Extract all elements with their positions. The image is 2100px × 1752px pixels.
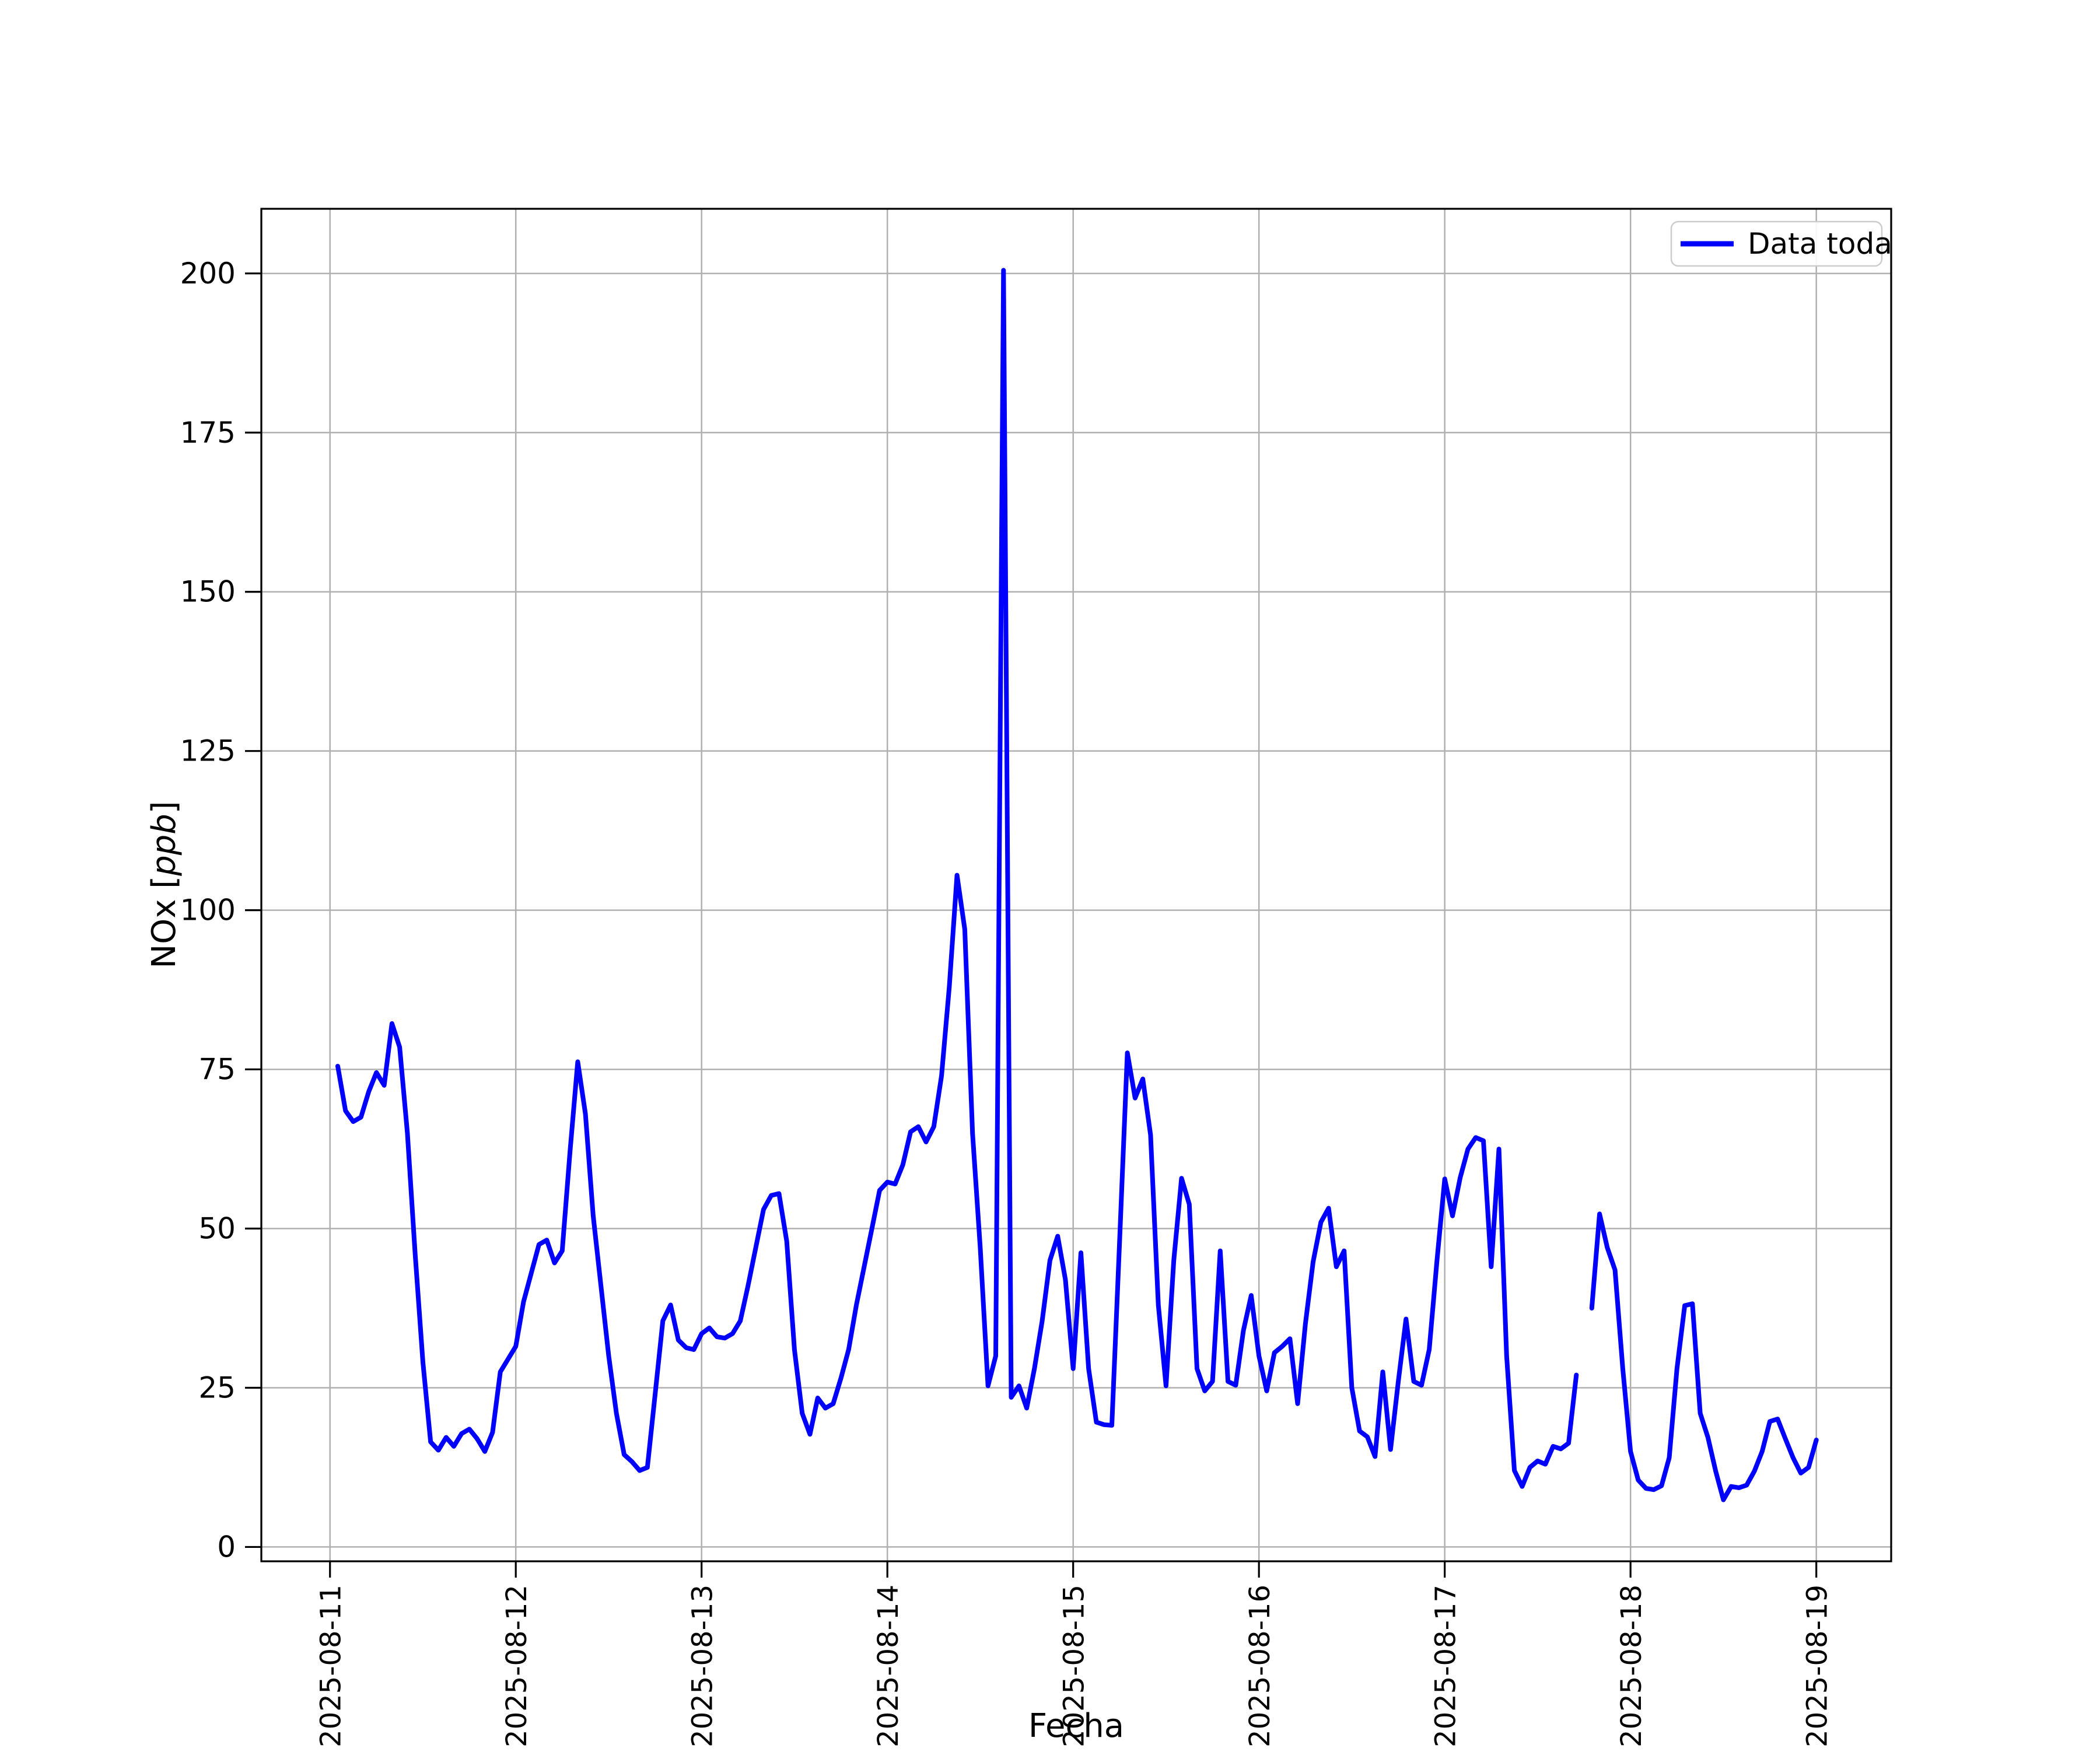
y-tick-label: 175 <box>180 416 236 450</box>
y-tick-label: 100 <box>180 893 236 927</box>
y-axis-label-suffix: ] <box>145 801 183 814</box>
legend: Data toda <box>1670 220 1892 267</box>
y-tick-label: 125 <box>180 734 236 768</box>
x-tick-label: 2025-08-15 <box>1058 1585 1091 1747</box>
y-tick-label: 25 <box>198 1371 236 1404</box>
x-tick-label: 2025-08-11 <box>315 1585 348 1747</box>
data-line <box>335 268 1819 1502</box>
x-tick-label: 2025-08-19 <box>1801 1585 1834 1747</box>
y-axis-label-prefix: NOx [ <box>145 876 183 969</box>
data-line-layer <box>335 268 1819 1502</box>
y-tick-label: 50 <box>198 1212 236 1246</box>
y-tick-label: 150 <box>180 575 236 609</box>
y-tick-label: 0 <box>217 1530 236 1564</box>
x-tick-label: 2025-08-17 <box>1430 1585 1462 1747</box>
x-axis-label: Fecha <box>1028 1707 1124 1745</box>
tick-layer <box>245 272 1818 1578</box>
x-tick-label: 2025-08-13 <box>687 1585 719 1747</box>
x-tick-label: 2025-08-16 <box>1244 1585 1276 1747</box>
x-tick-label: 2025-08-14 <box>872 1585 905 1747</box>
legend-box <box>1670 220 1883 267</box>
x-tick-label: 2025-08-18 <box>1615 1585 1648 1747</box>
tick-label-layer: 2025-08-11 2025-08-12 2025-08-13 2025-08-14… <box>180 257 1834 1747</box>
y-tick-label: 75 <box>198 1053 236 1087</box>
plot-border <box>260 208 1892 1562</box>
y-tick-label: 200 <box>180 257 236 290</box>
y-axis-label: NOx [ppb] <box>145 801 183 968</box>
grid-layer <box>261 209 1891 1561</box>
legend-label: Data toda <box>1748 227 1892 261</box>
x-tick-label: 2025-08-12 <box>501 1585 533 1747</box>
y-axis-label-math: ppb <box>145 814 183 877</box>
